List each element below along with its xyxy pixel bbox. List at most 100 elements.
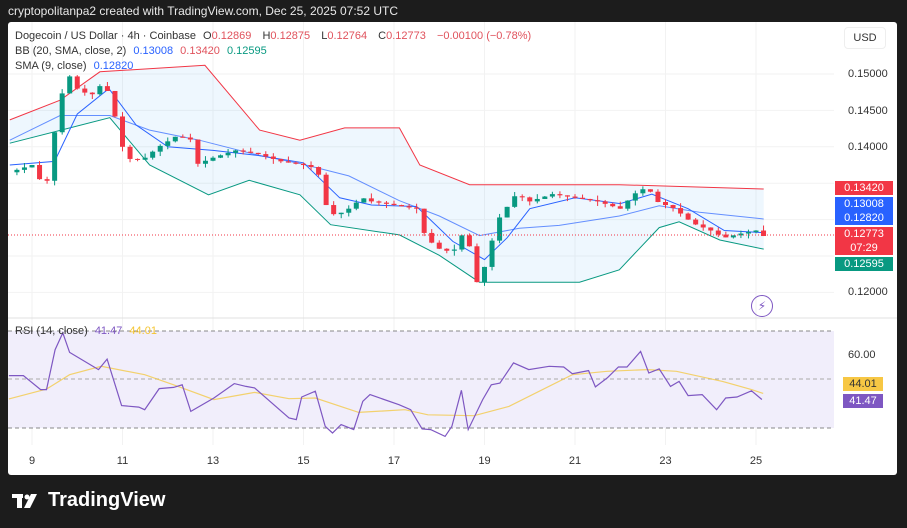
candle (323, 174, 329, 206)
candle (97, 86, 103, 95)
candle (564, 195, 570, 197)
lightning-icon[interactable]: ⚡ (751, 295, 773, 317)
candle (587, 198, 593, 201)
candle (308, 165, 314, 168)
symbol-legend: Dogecoin / US Dollar · 4h · Coinbase O0.… (15, 30, 535, 42)
candle (482, 266, 487, 283)
candle (37, 165, 43, 180)
candle (157, 145, 163, 152)
candle (368, 198, 374, 202)
chart-caption: cryptopolitanpa2 created with TradingVie… (8, 4, 398, 18)
candle (429, 232, 435, 243)
rsi-tick: 60.00 (848, 349, 876, 361)
candle (723, 234, 729, 238)
last-price-label: 0.12773 (835, 227, 893, 241)
time-tick: 23 (659, 455, 672, 467)
bb-legend[interactable]: BB (20, SMA, close, 2) 0.13008 0.13420 0… (15, 45, 271, 57)
candle (67, 76, 73, 94)
candle (534, 198, 540, 202)
candle (685, 213, 691, 220)
candle (44, 179, 50, 181)
open-value: 0.12869 (211, 30, 252, 42)
candle (187, 137, 193, 140)
candle (610, 203, 616, 207)
candle (29, 165, 35, 168)
candle (512, 196, 518, 207)
candle (451, 249, 457, 251)
candle (715, 230, 721, 235)
candle (474, 246, 480, 283)
candle (632, 193, 638, 201)
candle (165, 141, 171, 146)
candle (414, 207, 420, 209)
change-value: −0.00100 (−0.78%) (436, 30, 532, 42)
low-value: 0.12764 (327, 30, 368, 42)
candle (640, 189, 646, 194)
candle (202, 160, 208, 164)
bar-countdown-label: 07:29 (835, 241, 893, 255)
candle (663, 202, 668, 206)
candle (150, 151, 156, 158)
candle (120, 116, 125, 147)
candle (263, 154, 269, 157)
candle (497, 217, 503, 241)
price-tick: 0.14500 (848, 105, 888, 117)
high-label: H (262, 30, 271, 42)
rsi-ma-axis-label: 44.01 (843, 377, 883, 391)
rsi-axis-label: 41.47 (843, 394, 883, 408)
time-tick: 13 (206, 455, 220, 467)
candle (210, 157, 216, 161)
candle (466, 235, 472, 247)
candle (52, 132, 58, 181)
candle (617, 206, 623, 209)
candle (738, 233, 744, 236)
candle (248, 151, 254, 153)
candle (376, 201, 382, 203)
price-tick: 0.12000 (848, 286, 888, 298)
time-tick: 19 (478, 455, 491, 467)
bb-upper-price-label: 0.13420 (835, 181, 893, 195)
time-tick: 11 (116, 455, 129, 467)
candle (655, 191, 661, 203)
candle (285, 161, 291, 163)
candle (180, 136, 186, 138)
candle (557, 194, 563, 196)
time-tick: 21 (568, 455, 582, 467)
candle (112, 90, 118, 117)
candle (504, 206, 510, 218)
rsi-legend[interactable]: RSI (14, close) 41.47 44.01 (15, 325, 161, 337)
candle (293, 162, 299, 164)
tradingview-logo[interactable]: TradingView (12, 489, 165, 512)
candle (647, 189, 653, 192)
candle (670, 205, 676, 209)
rsi-line (8, 331, 763, 438)
candle (82, 88, 88, 93)
low-label: L (321, 30, 328, 42)
candle (730, 235, 736, 238)
rsi-label: RSI (14, close) (15, 325, 88, 337)
candle (21, 167, 27, 170)
candle (127, 146, 133, 159)
bb-basis-value: 0.13008 (133, 45, 174, 57)
sma-legend[interactable]: SMA (9, close) 0.12820 (15, 60, 137, 72)
bb-lower-value: 0.12595 (226, 45, 267, 57)
candle (678, 208, 684, 214)
currency-button[interactable]: USD (844, 27, 886, 49)
symbol-title: Dogecoin / US Dollar · 4h · Coinbase (15, 30, 196, 42)
time-tick: 15 (297, 455, 310, 467)
candle (580, 197, 586, 199)
candle (693, 219, 699, 225)
candle (753, 230, 759, 233)
candle (301, 163, 306, 165)
candle (625, 200, 631, 209)
candle (59, 93, 65, 133)
rsi-ma-value: 44.01 (129, 325, 157, 337)
candle (240, 150, 246, 152)
candle (519, 196, 525, 198)
candle (399, 205, 405, 207)
candle (602, 201, 608, 204)
candle (444, 248, 450, 251)
candle (74, 76, 80, 89)
sma-label: SMA (9, close) (15, 60, 87, 72)
